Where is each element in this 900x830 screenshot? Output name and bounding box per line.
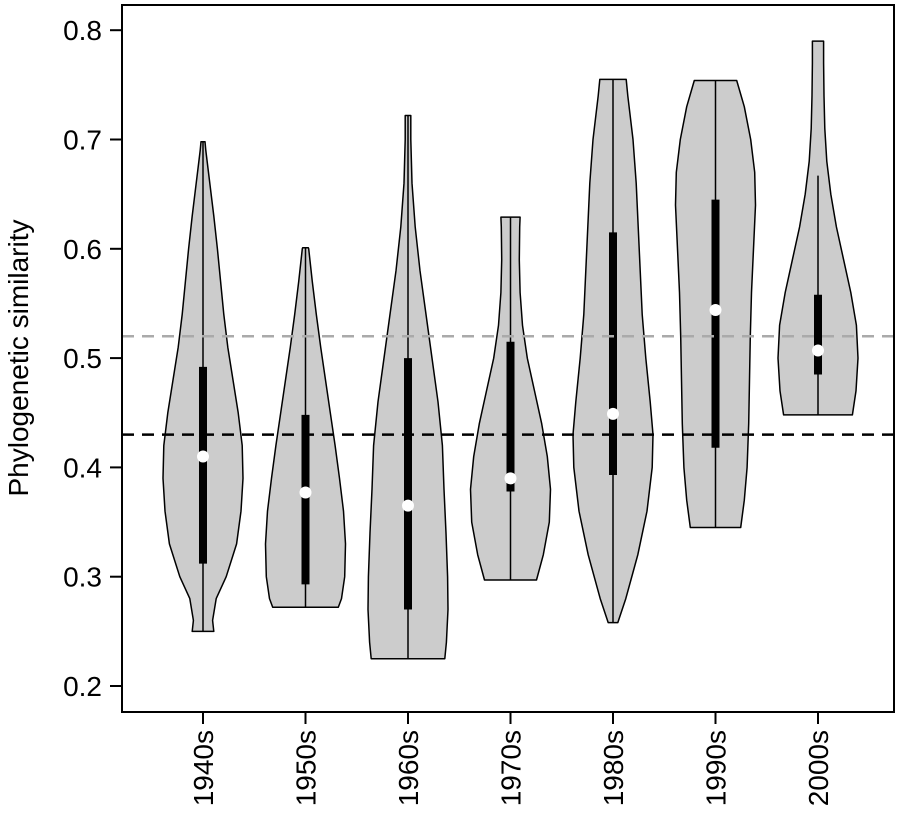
reference-lines (122, 334, 894, 436)
y-tick-label-0.5: 0.5 (63, 343, 102, 374)
y-tick-label-0.2: 0.2 (63, 671, 102, 702)
median-point-1990s (709, 304, 722, 317)
median-point-1970s (504, 472, 517, 485)
median-point-1950s (299, 486, 312, 499)
x-tick-label-1970s: 1970s (496, 730, 527, 806)
x-tick-label-1960s: 1960s (393, 730, 424, 806)
y-tick-label-0.7: 0.7 (63, 125, 102, 156)
y-tick-label-0.3: 0.3 (63, 562, 102, 593)
y-tick-label-0.4: 0.4 (63, 452, 102, 483)
violin-group (162, 40, 859, 660)
median-point-2000s (812, 344, 824, 357)
x-tick-label-1990s: 1990s (701, 730, 732, 806)
x-tick-label-1980s: 1980s (598, 730, 629, 806)
x-axis: 1940s 1950s 1960s 1970s 1980s 1990s 2000s (188, 712, 834, 806)
y-axis-title: Phylogenetic similarity (3, 220, 34, 497)
median-point-1980s (607, 407, 619, 420)
y-axis: 0.2 0.3 0.4 0.5 0.6 0.7 0.8 (63, 15, 122, 702)
x-tick-label-1940s: 1940s (188, 730, 219, 806)
y-tick-label-0.8: 0.8 (63, 15, 102, 46)
x-tick-label-1950s: 1950s (291, 730, 322, 806)
median-point-1960s (402, 499, 414, 512)
y-tick-label-0.6: 0.6 (63, 234, 102, 265)
median-point-1940s (197, 450, 209, 463)
x-tick-label-2000s: 2000s (803, 730, 834, 806)
